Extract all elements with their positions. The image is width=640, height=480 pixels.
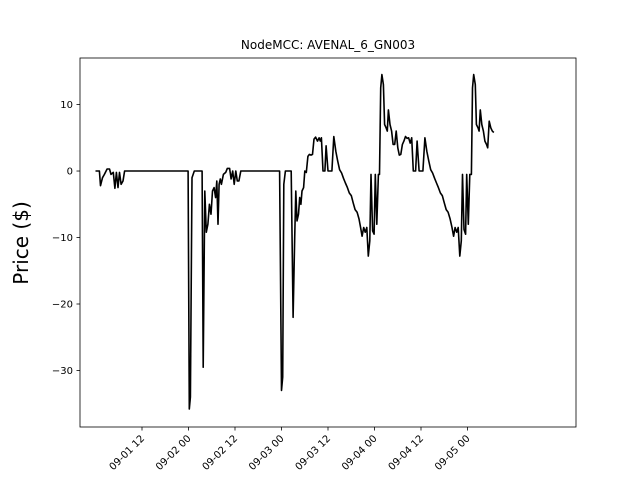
y-tick-label: −30 (52, 366, 73, 377)
series-line (95, 73, 495, 410)
y-axis: 10 0 −10 −20 −30 (52, 100, 80, 377)
y-tick-label: −10 (52, 233, 73, 244)
plot-frame (79, 57, 577, 428)
chart-title: NodeMCC: AVENAL_6_GN003 (241, 38, 415, 52)
y-axis-label: Price ($) (9, 201, 33, 284)
x-tick-label: 09-02 12 (201, 433, 241, 473)
x-tick-label: 09-02 00 (154, 433, 194, 473)
y-tick-label: 0 (67, 167, 73, 178)
x-tick-label: 09-03 00 (247, 433, 287, 473)
x-tick-label: 09-03 12 (294, 433, 334, 473)
plot-area (79, 57, 577, 428)
x-tick-label: 09-04 12 (387, 433, 427, 473)
x-axis: 09-01 12 09-02 00 09-02 12 09-03 00 09-03 12… (108, 427, 473, 473)
x-tick-label: 09-04 00 (340, 433, 380, 473)
x-tick-label: 09-05 00 (433, 433, 473, 473)
x-tick-label: 09-01 12 (108, 433, 148, 473)
y-tick-label: 10 (60, 100, 73, 111)
y-tick-label: −20 (52, 300, 73, 311)
